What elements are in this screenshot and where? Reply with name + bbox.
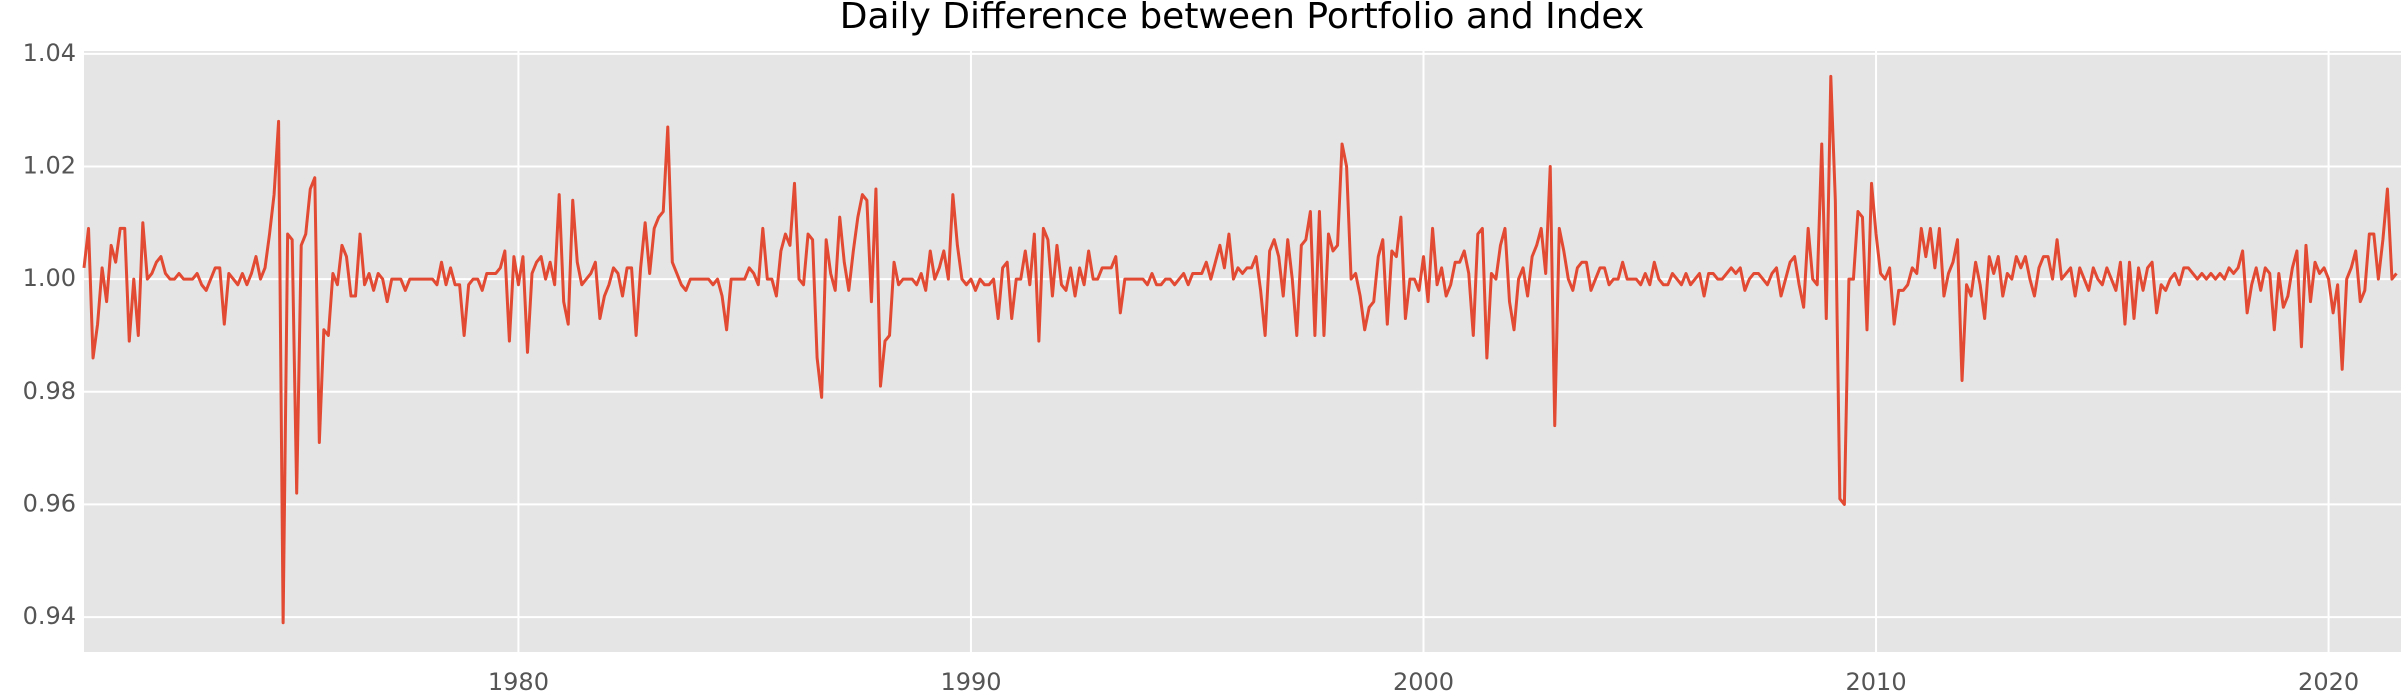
y-tick-label: 0.96	[23, 489, 76, 517]
grid	[84, 51, 2401, 652]
y-tick-label: 1.02	[23, 151, 76, 179]
x-tick-label: 2000	[1393, 668, 1454, 696]
y-tick-label: 1.04	[23, 39, 76, 67]
x-tick-label: 2010	[1846, 668, 1907, 696]
x-tick-label: 1990	[940, 668, 1001, 696]
marks	[82, 74, 2398, 625]
chart-title: Daily Difference between Portfolio and I…	[840, 0, 1645, 37]
data-line	[82, 74, 2398, 625]
y-tick-label: 0.98	[23, 377, 76, 405]
x-tick-label: 2020	[2298, 668, 2359, 696]
labels: 0.94 0.96 0.98 1.00 1.02 1.04 1980 1990 2000 2010…	[23, 39, 2360, 696]
x-tick-label: 1980	[488, 668, 549, 696]
y-tick-label: 1.00	[23, 264, 76, 292]
y-tick-label: 0.94	[23, 602, 76, 630]
plot-background	[84, 51, 2401, 652]
